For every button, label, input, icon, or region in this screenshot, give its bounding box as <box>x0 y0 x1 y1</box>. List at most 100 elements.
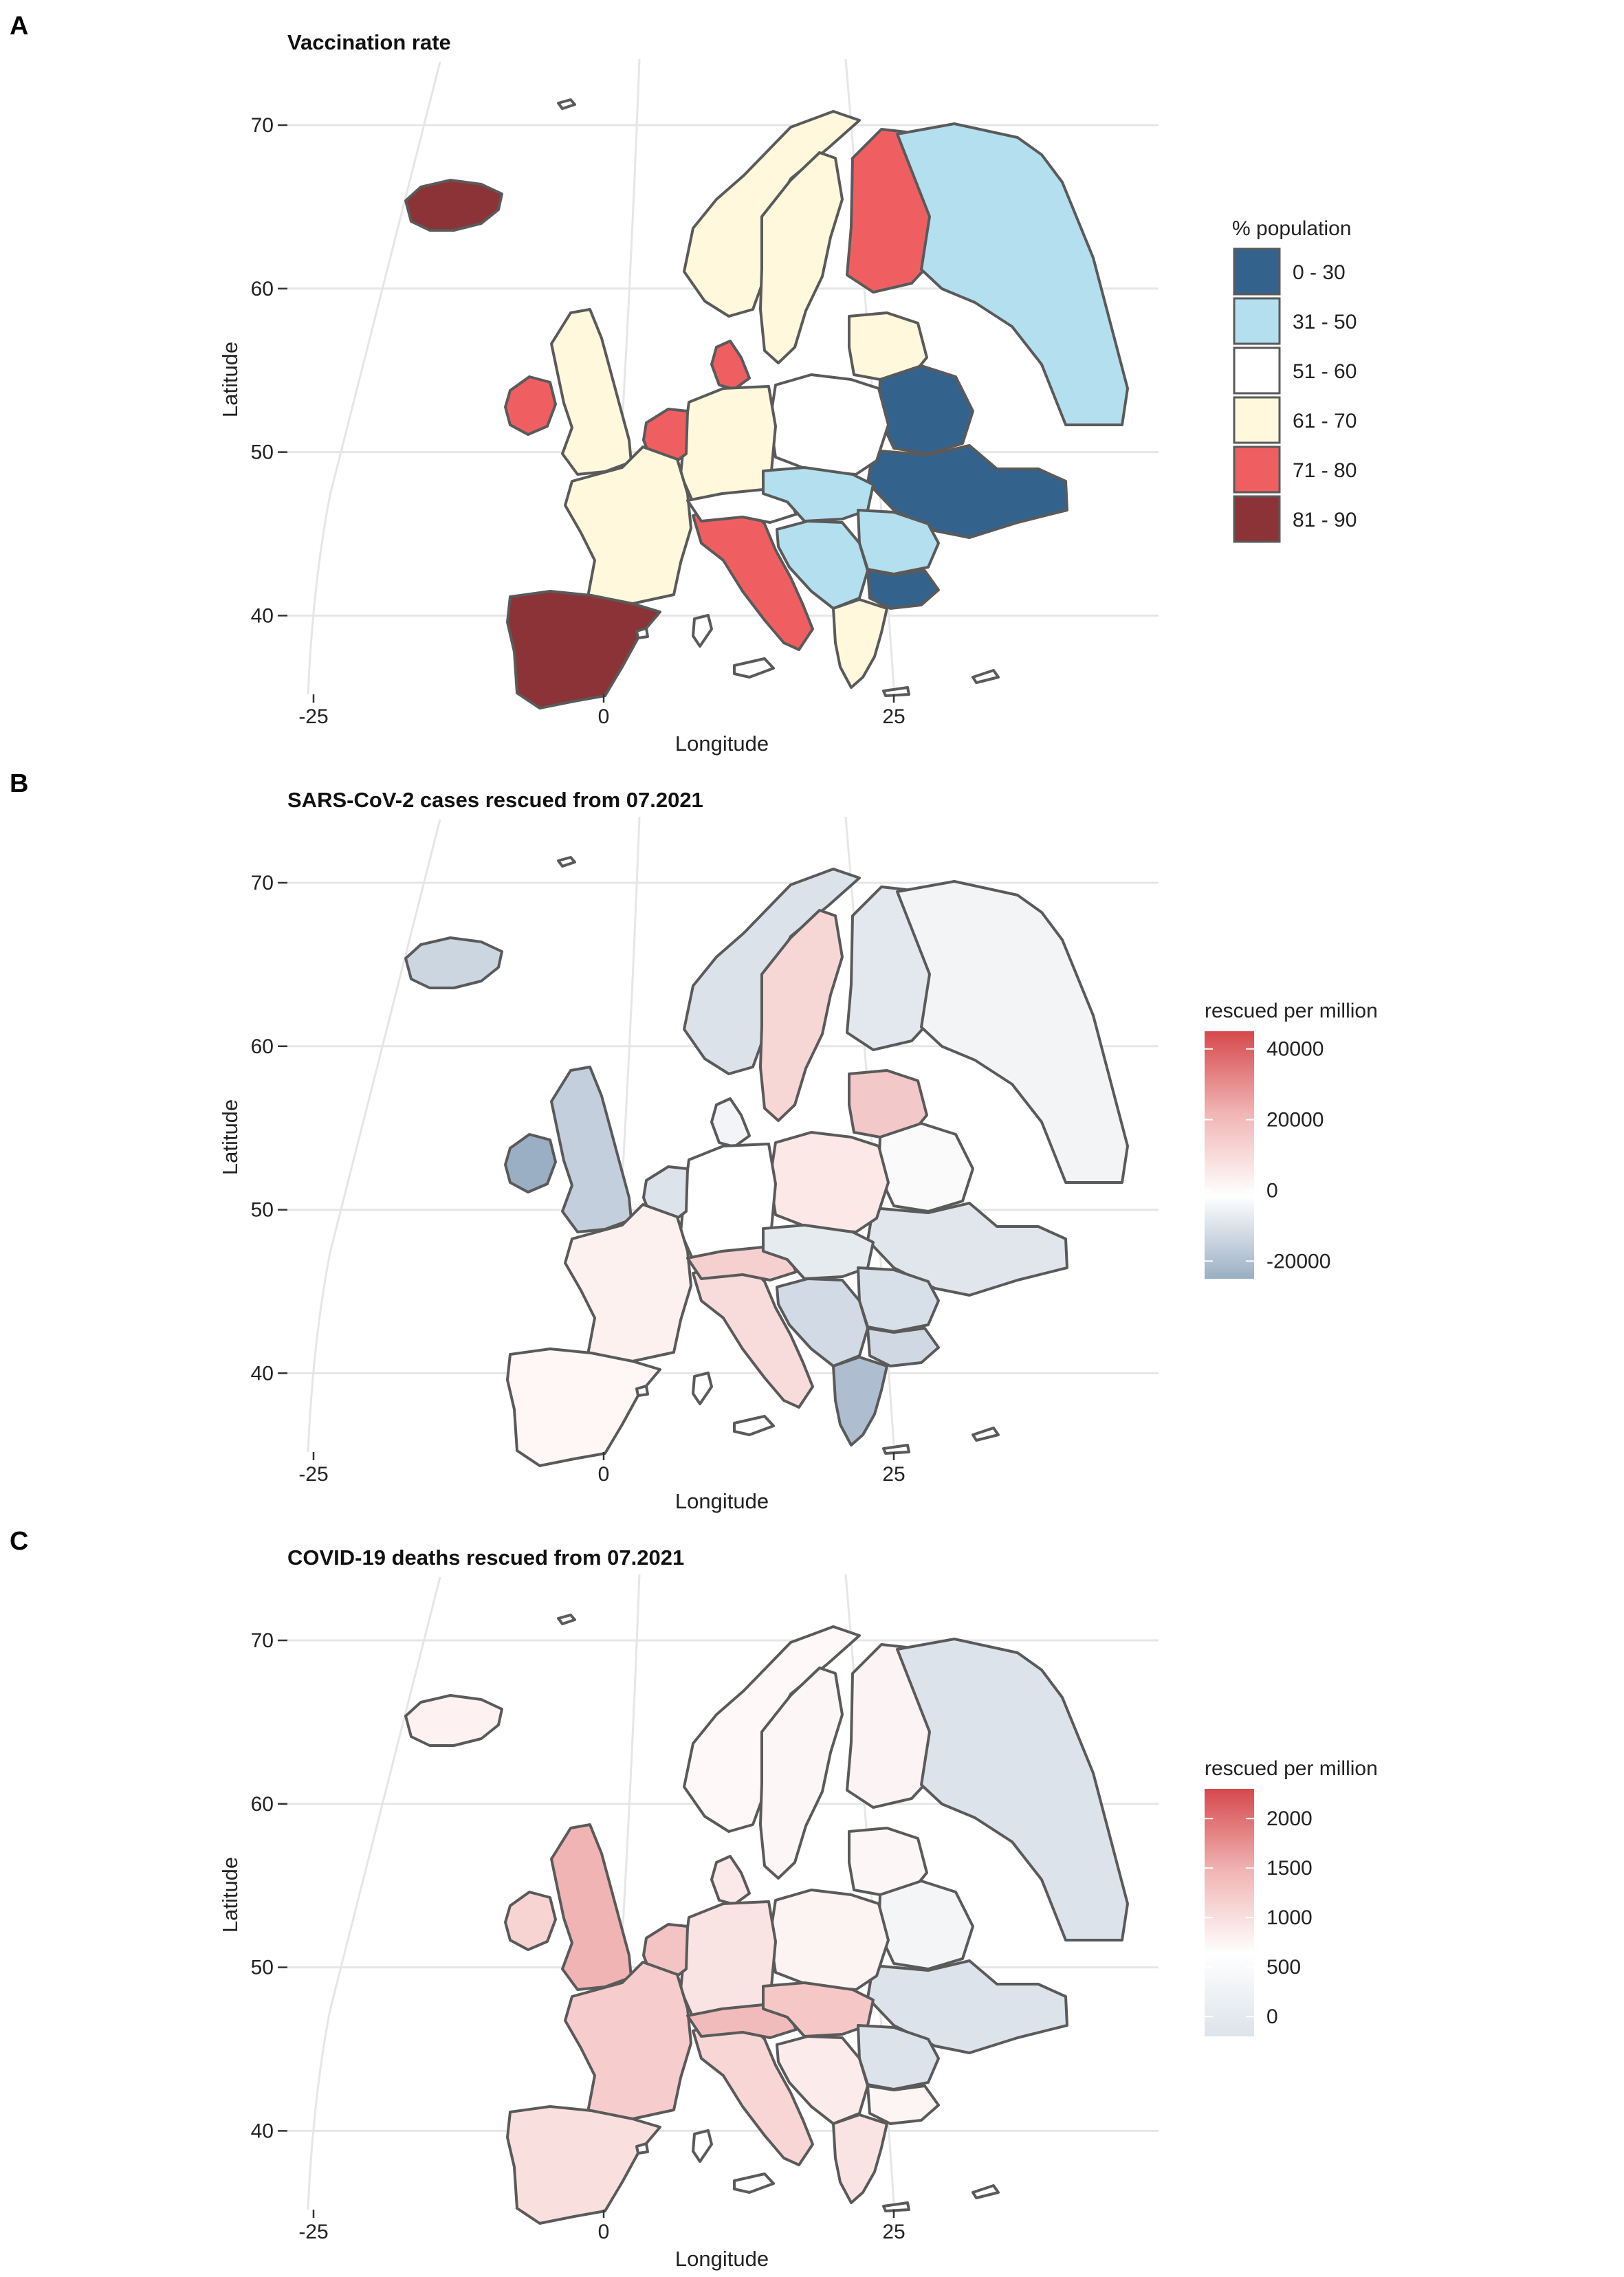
country-france <box>564 1961 692 2120</box>
island <box>557 856 576 868</box>
map-layer <box>404 856 1129 1467</box>
legend-colorbar <box>1205 1031 1254 1279</box>
panel-a: A Vaccination rate 70 60 50 40 -25 0 25 Longitude… <box>10 12 1357 756</box>
y-tick-label: 60 <box>251 1793 274 1816</box>
legend-colorbar <box>1205 1789 1254 2036</box>
country-alps <box>686 488 798 524</box>
y-tick-label: 60 <box>251 278 274 300</box>
country-ukraine <box>866 444 1068 539</box>
legend-label: 1000 <box>1266 1906 1313 1929</box>
island <box>972 669 1000 684</box>
panel-b: B SARS-CoV-2 cases rescued from 07.2021 70… <box>10 769 1378 1513</box>
y-axis-title: Latitude <box>218 1857 242 1933</box>
island <box>882 1444 910 1455</box>
country-russia <box>896 880 1129 1184</box>
country-ireland <box>504 375 557 436</box>
country-romania <box>857 2024 940 2091</box>
country-ukraine <box>866 1202 1068 1297</box>
panel-c: C COVID-19 deaths rescued from 07.2021 70 6… <box>10 1527 1378 2271</box>
x-tick-label: -25 <box>298 705 328 728</box>
x-axis-title: Longitude <box>675 1489 769 1513</box>
island <box>557 1614 576 1625</box>
legend-label: 20000 <box>1266 1109 1324 1132</box>
x-tick-label: -25 <box>298 1463 328 1486</box>
country-iceland <box>404 1694 503 1747</box>
x-tick-label: 0 <box>598 2221 610 2243</box>
map-layer <box>404 98 1129 710</box>
x-tick-label: 0 <box>598 1463 610 1486</box>
y-tick-label: 50 <box>251 1957 274 1979</box>
legend-title: rescued per million <box>1205 1757 1378 1780</box>
country-sweden <box>759 909 844 1122</box>
map-layer <box>404 1614 1129 2225</box>
legend-swatch <box>1233 396 1281 444</box>
island <box>692 1372 713 1405</box>
y-tick-label: 70 <box>251 114 274 137</box>
country-ireland <box>504 1133 557 1194</box>
y-axis-title: Latitude <box>218 342 242 417</box>
x-tick-label: 25 <box>882 1463 905 1486</box>
y-axis-title: Latitude <box>218 1099 242 1175</box>
legend-label: 40000 <box>1266 1038 1324 1061</box>
panel-title: Vaccination rate <box>287 30 451 54</box>
country-greece <box>832 598 888 689</box>
island <box>882 2201 910 2212</box>
country-bulgaria <box>866 2084 940 2125</box>
y-tick-label: 40 <box>251 604 274 627</box>
island <box>692 2129 713 2163</box>
country-alps <box>686 1246 798 1282</box>
country-alps <box>686 2003 798 2039</box>
x-tick-label: 25 <box>882 705 905 728</box>
legend-label: -20000 <box>1266 1250 1330 1273</box>
country-france <box>564 1203 692 1363</box>
x-axis-title: Longitude <box>675 2247 769 2271</box>
island <box>635 1385 649 1397</box>
country-bulgaria <box>866 569 940 610</box>
country-bulgaria <box>866 1327 940 1367</box>
country-russia <box>896 122 1129 426</box>
y-tick-label: 70 <box>251 872 274 894</box>
country-uk <box>550 1066 633 1233</box>
country-belarus <box>877 364 974 455</box>
panel-title: COVID-19 deaths rescued from 07.2021 <box>287 1546 684 1570</box>
legend-swatch <box>1233 495 1281 543</box>
x-tick-label: 0 <box>598 705 610 728</box>
panel-letter: B <box>10 769 28 798</box>
island <box>557 98 576 110</box>
country-ireland <box>504 1891 557 1951</box>
island <box>635 2142 649 2155</box>
x-tick-label: 25 <box>882 2221 905 2243</box>
country-romania <box>857 509 940 575</box>
country-france <box>564 446 692 605</box>
x-tick-label: -25 <box>298 2221 328 2243</box>
country-russia <box>896 1638 1129 1942</box>
y-tick-label: 40 <box>251 2120 274 2142</box>
island <box>733 1415 775 1436</box>
panel-title: SARS-CoV-2 cases rescued from 07.2021 <box>287 788 703 812</box>
country-iceland <box>404 936 503 989</box>
country-greece <box>832 2113 888 2204</box>
legend-label: 71 - 80 <box>1293 459 1357 482</box>
y-tick-label: 70 <box>251 1629 274 1652</box>
x-axis-title: Longitude <box>675 732 769 756</box>
country-sweden <box>759 151 844 364</box>
country-poland <box>769 1889 890 1991</box>
country-denmark <box>710 1097 751 1148</box>
y-tick-label: 50 <box>251 441 274 464</box>
country-centraleu <box>762 1981 875 2038</box>
country-romania <box>857 1266 940 1333</box>
legend: rescued per million 40000 20000 0 -20000 <box>1205 1000 1378 1279</box>
country-denmark <box>710 340 751 390</box>
y-tick-label: 40 <box>251 1362 274 1385</box>
island <box>882 686 910 697</box>
country-uk <box>550 1823 633 1991</box>
legend-title: rescued per million <box>1205 1000 1378 1022</box>
legend-label: 0 <box>1266 1179 1278 1202</box>
country-belarus <box>877 1880 974 1970</box>
country-ukraine <box>866 1959 1068 2054</box>
legend-label: 81 - 90 <box>1293 509 1357 531</box>
grid-meridian <box>307 1576 441 2210</box>
y-tick-label: 50 <box>251 1199 274 1222</box>
legend: rescued per million 2000 1500 1000 500 0 <box>1205 1757 1378 2036</box>
